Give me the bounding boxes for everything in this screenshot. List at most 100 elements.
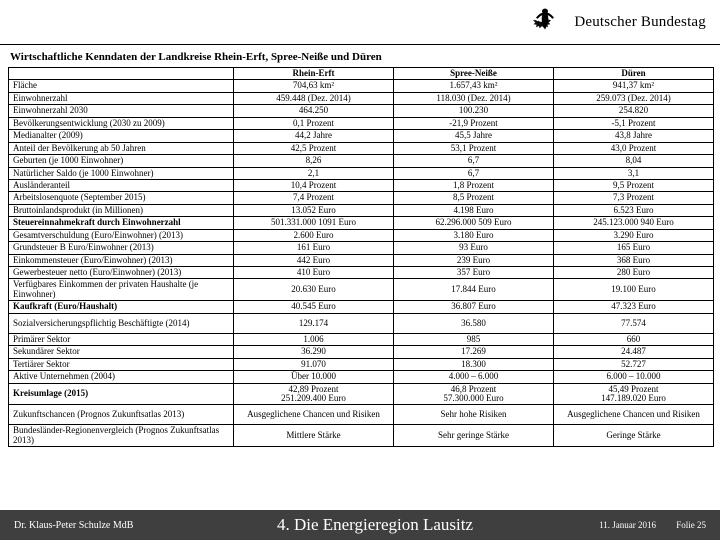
row-label: Fläche (9, 80, 234, 92)
cell-value: 36.290 (234, 346, 394, 358)
cell-value: 91.070 (234, 358, 394, 370)
cell-value: 19.100 Euro (554, 279, 714, 301)
cell-value: 46,8 Prozent57.300.000 Euro (394, 383, 554, 405)
cell-value: 24.487 (554, 346, 714, 358)
cell-value: 7,3 Prozent (554, 192, 714, 204)
row-label: Zukunftschancen (Prognos Zukunftsatlas 2… (9, 405, 234, 425)
table-row: Verfügbares Einkommen der privaten Haush… (9, 279, 714, 301)
cell-value: -5,1 Prozent (554, 117, 714, 129)
cell-value: 357 Euro (394, 267, 554, 279)
table-row: Bevölkerungsentwicklung (2030 zu 2009)0,… (9, 117, 714, 129)
table-row: Einkommensteuer (Euro/Einwohner) (2013)4… (9, 254, 714, 266)
cell-value: Geringe Stärke (554, 425, 714, 447)
table-row: Anteil der Bevölkerung ab 50 Jahren42,5 … (9, 142, 714, 154)
cell-value: 501.331.000 1091 Euro (234, 217, 394, 229)
table-row: Zukunftschancen (Prognos Zukunftsatlas 2… (9, 405, 714, 425)
table-row: Ausländeranteil10,4 Prozent1,8 Prozent9,… (9, 179, 714, 191)
content-area: Wirtschaftliche Kenndaten der Landkreise… (0, 45, 720, 510)
slide-header: Deutscher Bundestag (0, 0, 720, 45)
cell-value: 6.000 – 10.000 (554, 371, 714, 383)
table-row: Fläche704,63 km²1.657,43 km²941,37 km² (9, 80, 714, 92)
table-row: Sozialversicherungspflichtig Beschäftigt… (9, 313, 714, 333)
row-label: Primärer Sektor (9, 333, 234, 345)
row-label: Steuereinnahmekraft durch Einwohnerzahl (9, 217, 234, 229)
cell-value: Sehr geringe Stärke (394, 425, 554, 447)
row-label: Arbeitslosenquote (September 2015) (9, 192, 234, 204)
table-row: Steuereinnahmekraft durch Einwohnerzahl5… (9, 217, 714, 229)
footer-page: Folie 25 (656, 520, 706, 530)
table-head: Rhein-Erft Spree-Neiße Düren (9, 68, 714, 80)
cell-value: 17.269 (394, 346, 554, 358)
cell-value: 40.545 Euro (234, 301, 394, 313)
table-row: Arbeitslosenquote (September 2015)7,4 Pr… (9, 192, 714, 204)
row-label: Bruttoinlandsprodukt (in Millionen) (9, 204, 234, 216)
table-body: Fläche704,63 km²1.657,43 km²941,37 km² Ei… (9, 80, 714, 447)
row-label: Ausländeranteil (9, 179, 234, 191)
table-row: Geburten (je 1000 Einwohner)8,266,78,04 (9, 155, 714, 167)
org-title: Deutscher Bundestag (574, 14, 706, 31)
table-row: Primärer Sektor1.006985660 (9, 333, 714, 345)
cell-value: 36.807 Euro (394, 301, 554, 313)
row-label: Bevölkerungsentwicklung (2030 zu 2009) (9, 117, 234, 129)
cell-value: 459.448 (Dez. 2014) (234, 92, 394, 104)
cell-value: 17.844 Euro (394, 279, 554, 301)
col-0: Rhein-Erft (234, 68, 394, 80)
table-row: Gewerbesteuer netto (Euro/Einwohner) (20… (9, 267, 714, 279)
cell-value: 3,1 (554, 167, 714, 179)
cell-value: 660 (554, 333, 714, 345)
table-row: Sekundärer Sektor36.29017.26924.487 (9, 346, 714, 358)
row-label: Grundsteuer B Euro/Einwohner (2013) (9, 242, 234, 254)
table-row: Einwohnerzahl 2030464.250100.230254.820 (9, 105, 714, 117)
cell-value: 2.600 Euro (234, 229, 394, 241)
row-label: Aktive Unternehmen (2004) (9, 371, 234, 383)
table-row: Aktive Unternehmen (2004)Über 10.0004.00… (9, 371, 714, 383)
cell-value: 4.000 – 6.000 (394, 371, 554, 383)
cell-value: 8,26 (234, 155, 394, 167)
cell-value: 442 Euro (234, 254, 394, 266)
cell-value: Mittlere Stärke (234, 425, 394, 447)
cell-value: -21,9 Prozent (394, 117, 554, 129)
col-blank (9, 68, 234, 80)
col-1: Spree-Neiße (394, 68, 554, 80)
cell-value: 7,4 Prozent (234, 192, 394, 204)
table-row: Bundesländer-Regionenvergleich (Prognos … (9, 425, 714, 447)
row-label: Medianalter (2009) (9, 130, 234, 142)
cell-value: 4.198 Euro (394, 204, 554, 216)
cell-value: 52.727 (554, 358, 714, 370)
row-label: Kreisumlage (2015) (9, 383, 234, 405)
cell-value: 43,8 Jahre (554, 130, 714, 142)
cell-value: 0,1 Prozent (234, 117, 394, 129)
table-row: Gesamtverschuldung (Euro/Einwohner) (201… (9, 229, 714, 241)
cell-value: 259.073 (Dez. 2014) (554, 92, 714, 104)
cell-value: 77.574 (554, 313, 714, 333)
cell-value: 36.580 (394, 313, 554, 333)
cell-value: 42,5 Prozent (234, 142, 394, 154)
cell-value: Ausgeglichene Chancen und Risiken (234, 405, 394, 425)
cell-value: 254.820 (554, 105, 714, 117)
bundesadler-icon (530, 5, 560, 40)
row-label: Geburten (je 1000 Einwohner) (9, 155, 234, 167)
table-row: Grundsteuer B Euro/Einwohner (2013)161 E… (9, 242, 714, 254)
table-row: Natürlicher Saldo (je 1000 Einwohner)2,1… (9, 167, 714, 179)
cell-value: 3.180 Euro (394, 229, 554, 241)
cell-value: 941,37 km² (554, 80, 714, 92)
cell-value: 43,0 Prozent (554, 142, 714, 154)
cell-value: 3.290 Euro (554, 229, 714, 241)
cell-value: 53,1 Prozent (394, 142, 554, 154)
cell-value: 1.006 (234, 333, 394, 345)
col-2: Düren (554, 68, 714, 80)
cell-value: 6.523 Euro (554, 204, 714, 216)
table-row: Kreisumlage (2015)42,89 Prozent251.209.4… (9, 383, 714, 405)
row-label: Verfügbares Einkommen der privaten Haush… (9, 279, 234, 301)
footer-date: 11. Januar 2016 (566, 520, 656, 530)
cell-value: 239 Euro (394, 254, 554, 266)
cell-value: 985 (394, 333, 554, 345)
cell-value: 8,04 (554, 155, 714, 167)
cell-value: 9,5 Prozent (554, 179, 714, 191)
table-row: Medianalter (2009)44,2 Jahre45,5 Jahre43… (9, 130, 714, 142)
row-label: Tertiärer Sektor (9, 358, 234, 370)
cell-value: 45,49 Prozent147.189.020 Euro (554, 383, 714, 405)
cell-value: Sehr hohe Risiken (394, 405, 554, 425)
cell-value: 2,1 (234, 167, 394, 179)
cell-value: Ausgeglichene Chancen und Risiken (554, 405, 714, 425)
